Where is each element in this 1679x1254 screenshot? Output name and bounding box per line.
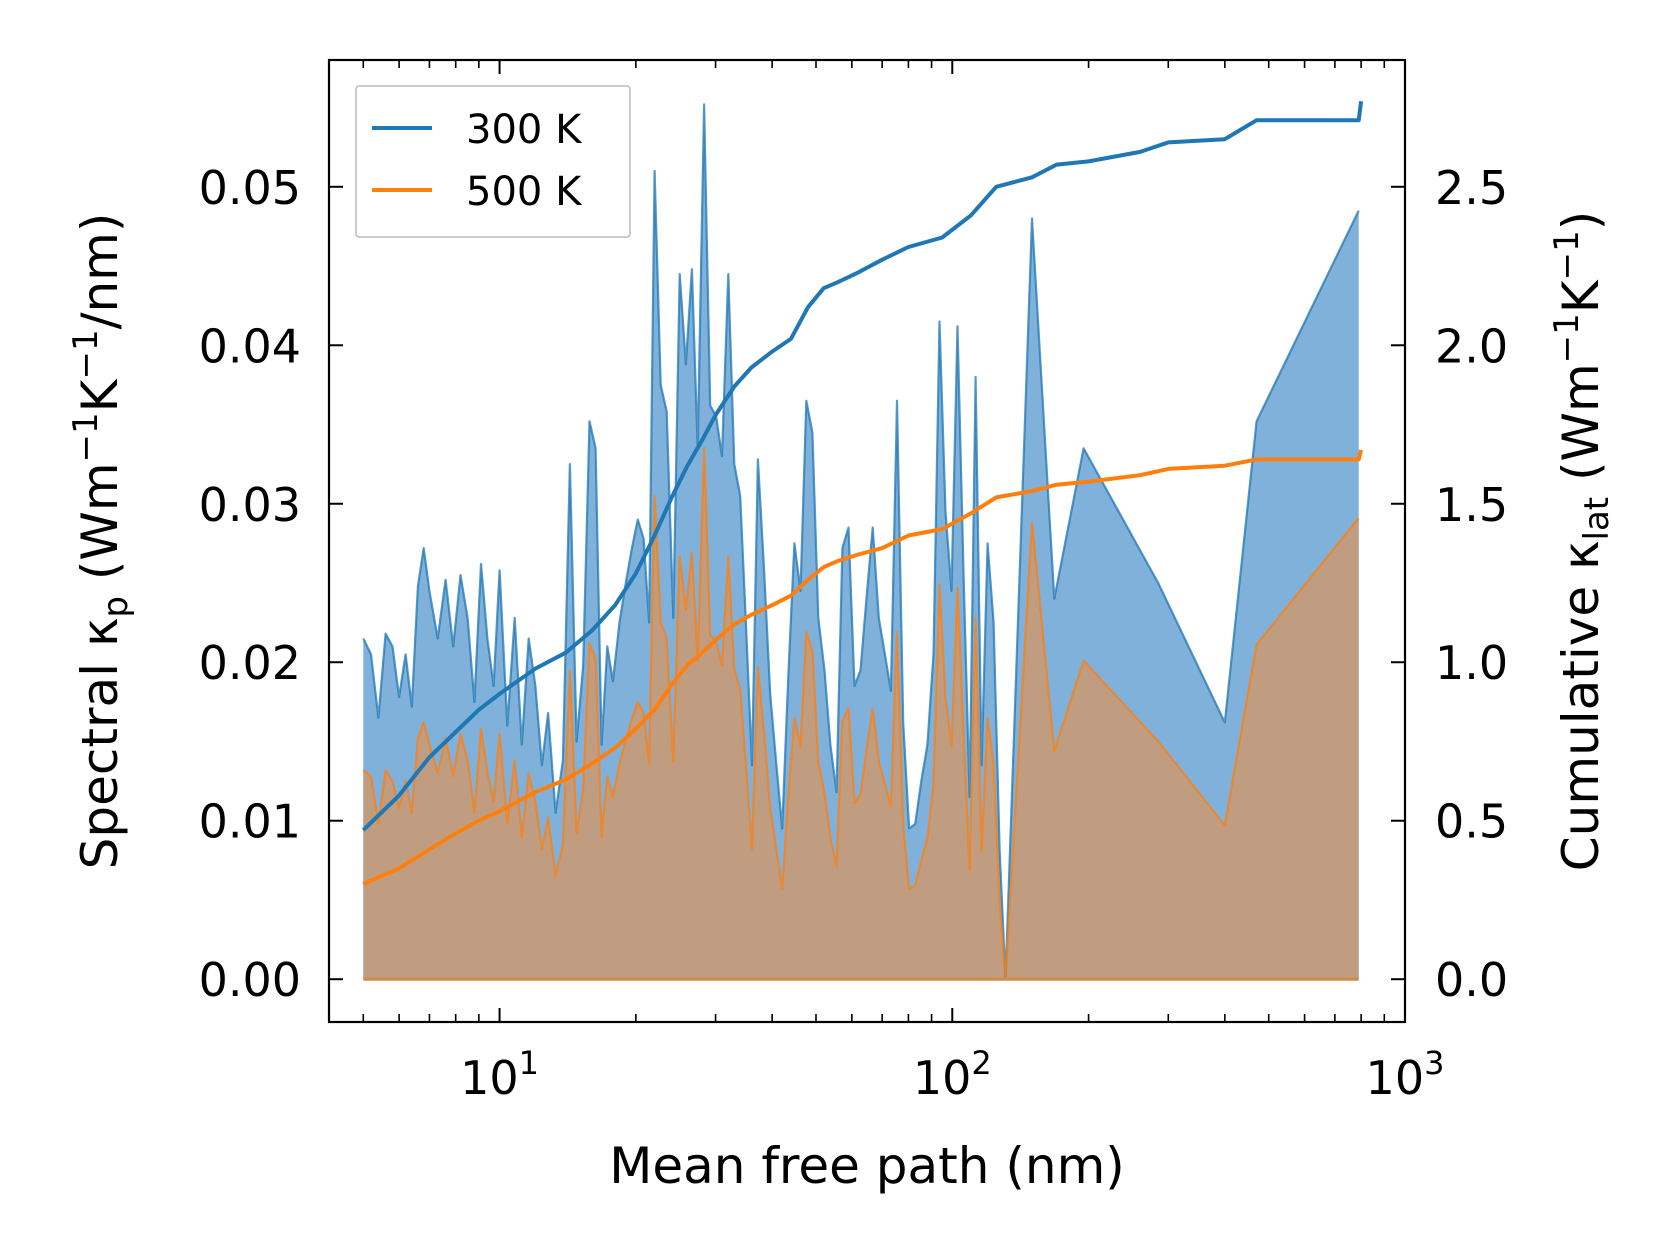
y-axis-label-left: Spectral κp (Wm−1K−1/nm) — [66, 213, 136, 870]
spectral-line-300k — [362, 103, 1360, 981]
legend-label-300k: 300 K — [466, 107, 583, 153]
cumulative-line-300k — [361, 100, 1364, 832]
plot-area — [361, 100, 1364, 981]
y-left-tick-label: 0.04 — [199, 319, 301, 373]
x-axis-label: Mean free path (nm) — [609, 1137, 1125, 1195]
legend: 300 K 500 K — [355, 85, 631, 238]
legend-label-500k: 500 K — [466, 169, 583, 215]
y-right-tick-label: 2.0 — [1435, 319, 1508, 373]
spectral-fill-500k — [363, 448, 1359, 980]
y-right-tick-label: 1.5 — [1435, 478, 1508, 532]
spectral-line-500k — [362, 447, 1360, 981]
y-right-tick-label: 1.0 — [1435, 636, 1508, 690]
y-left-tick-label: 0.02 — [199, 636, 301, 690]
axes-frame — [327, 58, 1407, 1024]
y-right-tick-label: 2.5 — [1435, 161, 1508, 215]
legend-box — [355, 85, 631, 238]
x-tick-label: 101 — [460, 1044, 539, 1105]
y-left-tick-label: 0.00 — [199, 953, 301, 1007]
y-left-tick-label: 0.05 — [199, 161, 301, 215]
y-left-tick-label: 0.01 — [199, 795, 301, 849]
y-right-tick-label: 0.0 — [1435, 953, 1508, 1007]
y-axis-label-right: Cumulative κlat (Wm−1K−1) — [1547, 211, 1617, 871]
x-tick-label: 103 — [1366, 1044, 1445, 1105]
axes-ticks: 0.00 0.01 0.02 0.03 0.04 0.05 0.0 0.5 1.0 1.5 2.0 2… — [199, 60, 1508, 1105]
cumulative-line-500k — [362, 449, 1364, 886]
x-tick-label: 102 — [913, 1044, 992, 1105]
y-right-tick-label: 0.5 — [1435, 795, 1508, 849]
y-left-tick-label: 0.03 — [199, 478, 301, 532]
